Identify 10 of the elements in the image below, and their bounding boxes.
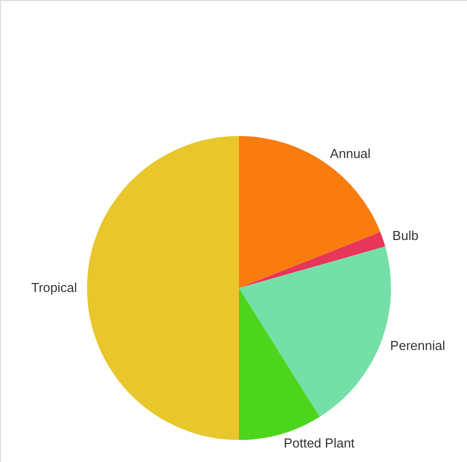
slice-label: Potted Plant: [284, 436, 355, 451]
pie-slice: [239, 246, 391, 417]
pie-slice: [87, 136, 239, 440]
slice-label: Tropical: [31, 280, 78, 295]
slice-label: Bulb: [392, 228, 418, 244]
slice-label: Annual: [330, 146, 371, 162]
pie-slice: [239, 232, 386, 288]
pie-slice: [239, 288, 320, 440]
slice-label: Perennial: [390, 338, 446, 354]
pie-slice: [239, 136, 380, 288]
